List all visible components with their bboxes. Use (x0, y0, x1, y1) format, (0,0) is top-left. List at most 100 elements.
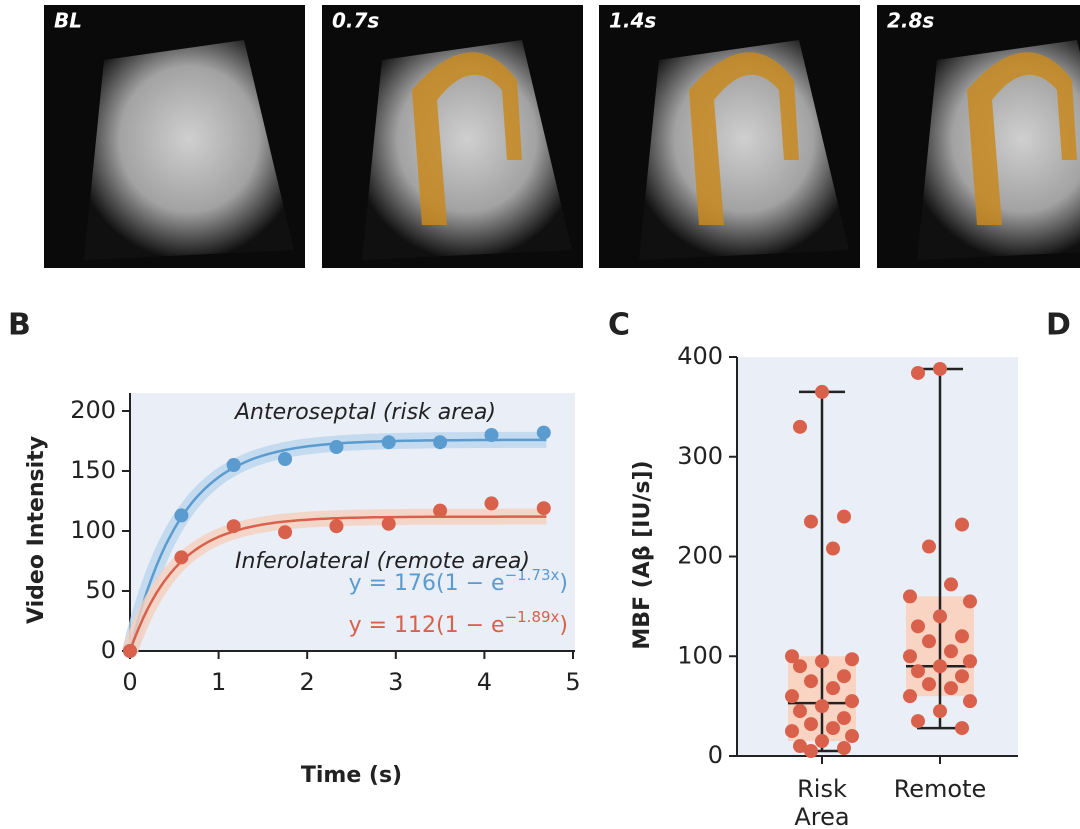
data-point (329, 519, 344, 534)
panel-label: C (608, 308, 630, 343)
equation: y = 112(1 − e−1.89x) (349, 608, 568, 639)
data-point (815, 384, 829, 399)
y-tick-label: 0 (101, 636, 116, 664)
data-point (911, 619, 925, 634)
data-point (226, 458, 241, 472)
frame-label: 0.7s (332, 9, 379, 33)
y-tick-label: 200 (677, 542, 723, 570)
data-point (785, 649, 799, 664)
y-tick-label: 200 (70, 396, 116, 424)
y-axis-label: Video Intensity (24, 436, 49, 624)
data-point (845, 729, 859, 744)
data-point (911, 664, 925, 679)
x-tick-label: 0 (122, 668, 137, 696)
y-tick-label: 50 (85, 576, 116, 604)
data-point (903, 689, 917, 704)
data-point (955, 669, 969, 684)
data-point (793, 419, 807, 434)
data-point (278, 452, 293, 466)
y-tick-label: 300 (677, 442, 723, 470)
data-point (944, 681, 958, 696)
data-point (837, 741, 851, 756)
y-axis-label: MBF (Aβ [IU/s]) (630, 460, 655, 649)
data-point (955, 629, 969, 644)
equation-close: ) (559, 571, 568, 596)
x-tick-label: 3 (388, 668, 403, 696)
data-point (484, 496, 499, 511)
x-tick-label: Risk Area (794, 775, 849, 829)
data-point (804, 514, 818, 529)
data-point (793, 659, 807, 674)
data-point (433, 503, 448, 518)
data-point (911, 365, 925, 380)
data-point (804, 744, 818, 759)
data-point (785, 724, 799, 739)
data-point (944, 577, 958, 592)
data-point (955, 721, 969, 736)
data-point (793, 704, 807, 719)
data-point (963, 694, 977, 709)
equation-exponent: −1.73x (505, 566, 560, 584)
data-point (329, 440, 344, 454)
data-point (933, 609, 947, 624)
frame-label: BL (54, 9, 82, 33)
x-tick-label: 1 (211, 668, 226, 696)
equation: y = 176(1 − e−1.73x) (349, 566, 568, 597)
data-point (922, 677, 936, 692)
y-tick-label: 100 (677, 641, 723, 669)
y-tick-label: 150 (70, 456, 116, 484)
x-tick-label: 2 (300, 668, 315, 696)
plot-area (737, 357, 1018, 756)
x-tick-label: 5 (565, 668, 580, 696)
fit-curve (128, 515, 547, 652)
data-point (804, 674, 818, 689)
panel-label: B (8, 308, 31, 343)
data-point (226, 519, 241, 534)
data-point (826, 721, 840, 736)
data-point (815, 654, 829, 669)
data-point (933, 659, 947, 674)
data-point (837, 509, 851, 524)
data-point (278, 525, 293, 540)
data-point (793, 739, 807, 754)
frame-label: 2.8s (887, 9, 934, 33)
data-point (484, 428, 499, 442)
data-point (123, 644, 137, 658)
contrast-wall (412, 52, 522, 225)
frame-label: 1.4s (609, 9, 656, 33)
data-point (933, 704, 947, 719)
data-point (536, 501, 551, 516)
data-point (944, 644, 958, 659)
data-point (911, 714, 925, 729)
data-point (963, 654, 977, 669)
data-point (922, 634, 936, 649)
data-point (381, 516, 396, 531)
data-point (826, 681, 840, 696)
echo-sector (84, 40, 294, 260)
panel-a: BL 0.7s 1.4s 2.8s (44, 5, 1080, 268)
contrast-wall (967, 52, 1077, 225)
data-point (826, 541, 840, 556)
data-point (815, 699, 829, 714)
x-axis-label: Time (s) (301, 763, 402, 788)
data-point (785, 689, 799, 704)
data-point (536, 425, 551, 440)
data-point (433, 435, 448, 450)
series-label: Anteroseptal (risk area) (233, 400, 496, 425)
panel-label: D (1046, 308, 1071, 343)
data-point (955, 517, 969, 532)
equation-text: y = 176(1 − e (349, 571, 505, 596)
series-label: Inferolateral (remote area) (235, 549, 530, 574)
data-point (845, 694, 859, 709)
x-tick-label: 4 (477, 668, 492, 696)
equation-close: ) (559, 613, 568, 638)
equation-exponent: −1.89x (505, 608, 560, 626)
contrast-wall (689, 52, 799, 225)
data-point (903, 589, 917, 604)
data-point (837, 711, 851, 726)
data-point (804, 717, 818, 732)
echo-sector (917, 40, 1080, 260)
y-tick-label: 0 (708, 741, 723, 769)
data-point (837, 669, 851, 684)
y-tick-label: 100 (70, 516, 116, 544)
